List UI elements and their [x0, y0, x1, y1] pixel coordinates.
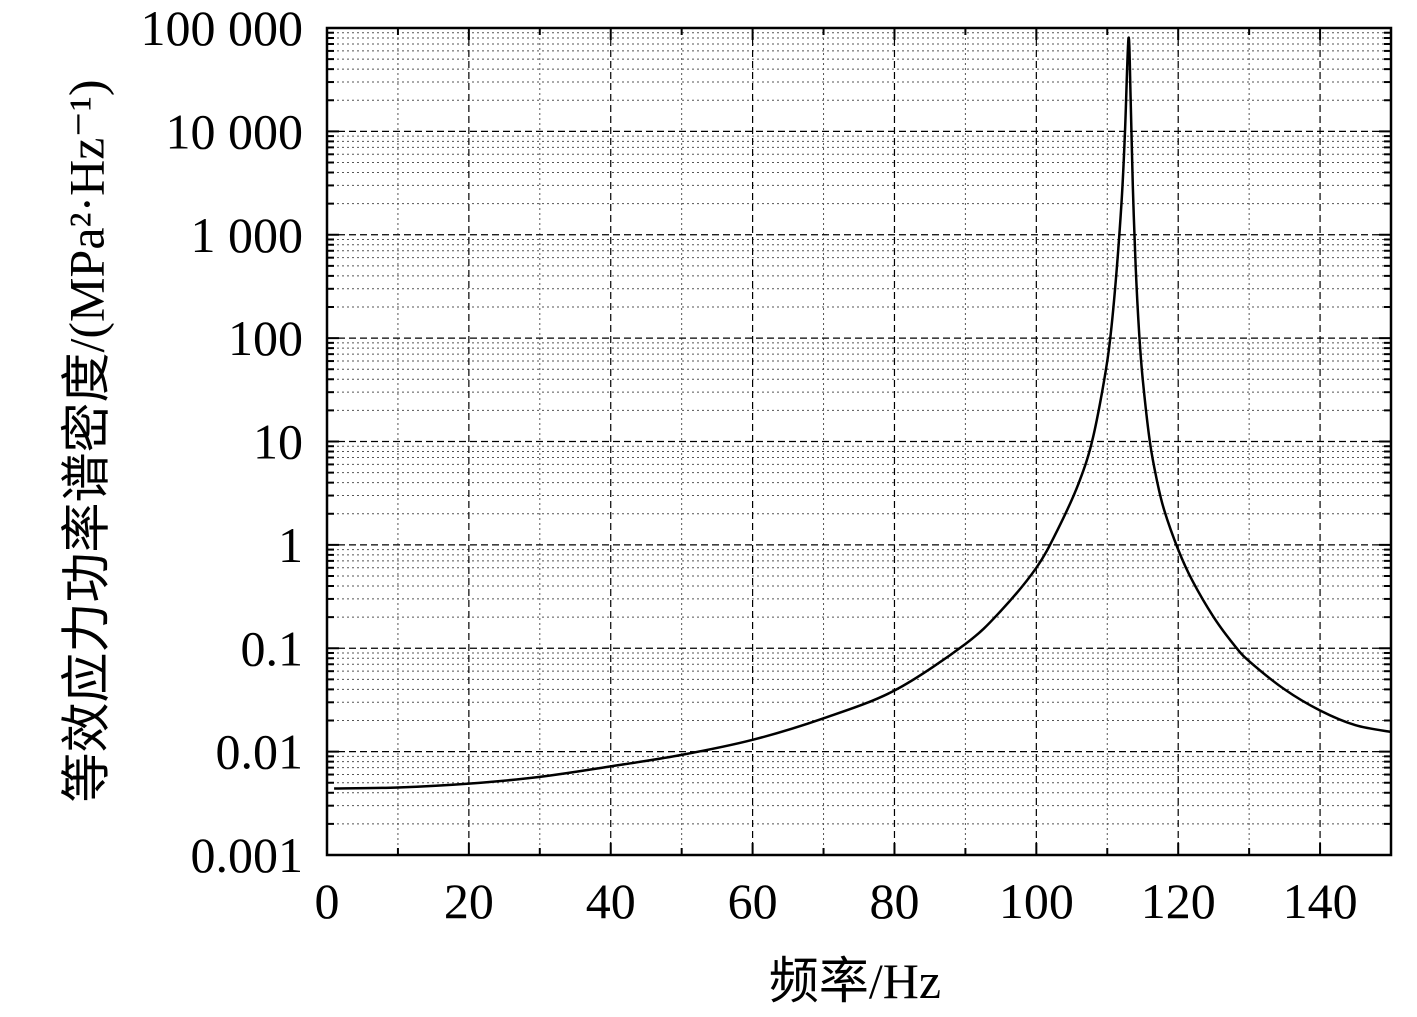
y-tick-label: 100 000 — [141, 0, 304, 56]
y-tick-labels: 0.001 0.01 0.1 1 10 100 1 000 10 000 100 000 — [141, 0, 304, 883]
x-tick-label: 80 — [869, 873, 919, 929]
x-tick-label: 120 — [1141, 873, 1216, 929]
x-axis-title: 频率/Hz — [769, 953, 941, 1009]
series-layer — [334, 36, 1392, 790]
y-axis-title: 等效应力功率谱密度/(MPa²·Hz⁻¹) — [58, 80, 114, 803]
grid — [327, 28, 1391, 855]
x-tick-label: 60 — [728, 873, 778, 929]
y-tick-label: 0.1 — [241, 620, 304, 676]
y-tick-label: 100 — [228, 310, 303, 366]
y-tick-label: 0.01 — [216, 724, 304, 780]
y-tick-label: 10 — [253, 414, 303, 470]
x-tick-label: 0 — [315, 873, 340, 929]
y-tick-label: 10 000 — [166, 103, 304, 159]
y-tick-label: 0.001 — [191, 827, 304, 883]
y-tick-label: 1 — [278, 517, 303, 573]
y-tick-label: 1 000 — [191, 207, 304, 263]
x-tick-labels: 0 20 40 60 80 100 120 140 — [315, 873, 1358, 929]
plot-frame — [325, 26, 1393, 857]
x-tick-label: 20 — [444, 873, 494, 929]
x-tick-label: 40 — [586, 873, 636, 929]
psd-curve-line — [334, 36, 1392, 790]
x-tick-label: 140 — [1283, 873, 1358, 929]
x-tick-label: 100 — [999, 873, 1074, 929]
